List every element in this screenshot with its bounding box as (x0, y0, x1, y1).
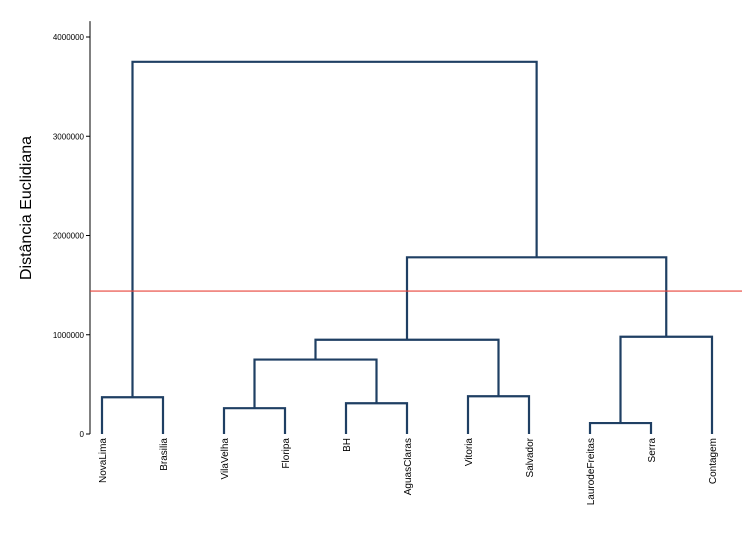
dendrogram-link (131, 60, 538, 398)
leaf-label: NovaLima (98, 438, 109, 483)
y-tick-label: 1000000 (53, 331, 85, 340)
dendrogram-link (405, 256, 668, 340)
leaf-labels: NovaLima Brasilia VilaVelha Floripa BH AguasC… (98, 437, 719, 505)
y-tick-label: 0 (80, 430, 85, 439)
dendrogram-link (588, 421, 653, 434)
leaf-label: Salvador (525, 437, 536, 477)
y-tick-label: 3000000 (53, 132, 85, 141)
dendrogram-link (344, 402, 409, 434)
leaf-label: Floripa (281, 438, 292, 469)
dendrogram-link (314, 338, 500, 397)
dendrogram-link (253, 358, 378, 409)
dendrogram-link (466, 395, 531, 434)
leaf-label: Contagem (708, 438, 719, 484)
dendrogram-tree (100, 60, 714, 434)
dendrogram-link (619, 335, 714, 434)
leaf-label: VilaVelha (220, 438, 231, 480)
dendrogram-link (100, 396, 165, 434)
leaf-label: Brasilia (159, 438, 170, 471)
y-tick-label: 2000000 (53, 232, 85, 241)
leaf-label: LaurodeFreitas (586, 438, 597, 505)
y-axis: 0 1000000 2000000 3000000 4000000 (53, 21, 91, 439)
leaf-label: Vitoria (464, 438, 475, 467)
y-axis-label: Distância Euclidiana (18, 136, 35, 280)
y-tick-label: 4000000 (53, 33, 85, 42)
leaf-label: Serra (647, 438, 658, 463)
leaf-label: BH (342, 438, 353, 452)
dendrogram-link (222, 407, 287, 434)
leaf-label: AguasClaras (403, 438, 414, 495)
